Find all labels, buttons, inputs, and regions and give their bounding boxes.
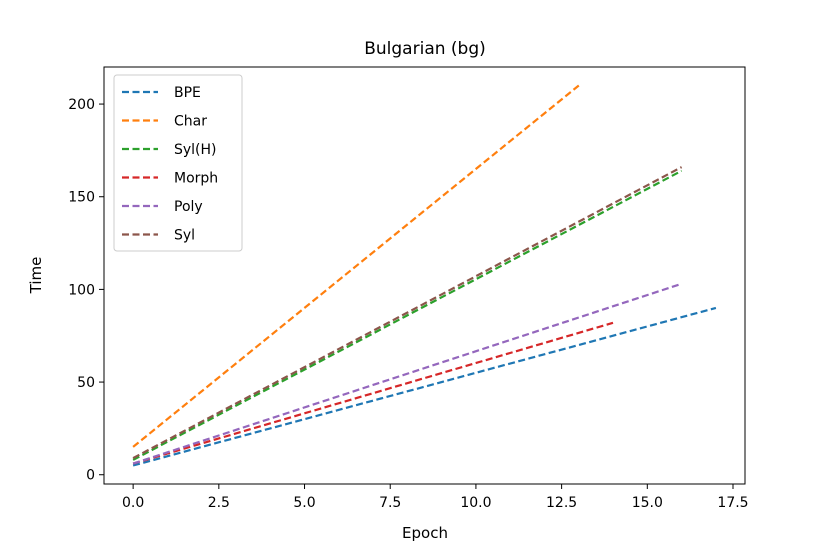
y-axis: 0 50 100 150 200: [68, 97, 104, 484]
x-tick-label: 2.5: [208, 495, 230, 511]
x-axis-title: Epoch: [402, 524, 448, 542]
y-tick-label: 50: [77, 375, 95, 391]
legend-box: [113, 74, 243, 252]
x-tick-label: 7.5: [379, 495, 401, 511]
x-axis: 0.0 2.5 5.0 7.5 10.0 12.5 15.0 17.5: [122, 484, 749, 511]
x-tick-label: 0.0: [122, 495, 144, 511]
plot-area-frame: [103, 66, 746, 485]
series-line-1: [132, 84, 580, 448]
legend-label: Syl: [174, 228, 195, 244]
y-tick-label: 100: [68, 282, 95, 298]
legend-label: Morph: [174, 171, 218, 187]
legend-label: Char: [174, 114, 207, 130]
plot-series: [132, 84, 717, 467]
legend-label: Syl(H): [174, 142, 217, 158]
legend: BPE Char Syl(H) Morph Poly Syl: [113, 74, 243, 252]
series-line-5: [132, 166, 683, 460]
y-axis-title: Time: [27, 257, 45, 295]
series-line-0: [132, 306, 717, 467]
x-tick-label: 10.0: [460, 495, 491, 511]
y-tick-label: 150: [68, 190, 95, 206]
legend-label: BPE: [174, 85, 201, 101]
y-tick-label: 200: [68, 97, 95, 113]
legend-label: Poly: [174, 199, 203, 215]
series-line-2: [132, 169, 683, 461]
x-tick-label: 12.5: [546, 495, 577, 511]
y-tick-label: 0: [86, 468, 95, 484]
series-line-3: [132, 321, 614, 465]
series-line-4: [132, 282, 682, 465]
chart-title: Bulgarian (bg): [364, 39, 486, 59]
x-tick-label: 17.5: [717, 495, 748, 511]
x-tick-label: 5.0: [293, 495, 315, 511]
x-tick-label: 15.0: [632, 495, 663, 511]
